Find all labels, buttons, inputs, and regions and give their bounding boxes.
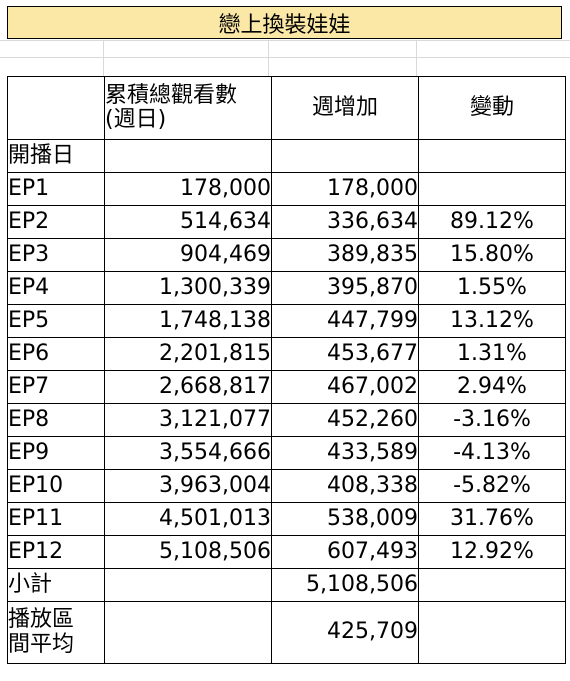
average-empty-cell[interactable]	[418, 601, 566, 664]
episode-row: EP4 1,300,339 395,870 1.55%	[7, 271, 566, 305]
change-percent-cell[interactable]: 1.55%	[418, 271, 566, 305]
episode-label-cell[interactable]: EP4	[7, 271, 105, 305]
subtotal-label-cell[interactable]: 小計	[7, 568, 105, 602]
episode-row: EP5 1,748,138 447,799 13.12%	[7, 304, 566, 338]
cumulative-views-cell[interactable]: 1,300,339	[104, 271, 272, 305]
weekly-increase-cell[interactable]: 607,493	[271, 535, 419, 569]
viewership-table: 累積總觀看數 (週日) 週增加 變動 開播日 EP1 178,000 178,000…	[7, 76, 566, 664]
episode-label-cell[interactable]: EP2	[7, 205, 105, 239]
header-cell-cumulative[interactable]: 累積總觀看數 (週日)	[104, 76, 272, 140]
change-percent-cell[interactable]: -3.16%	[418, 403, 566, 437]
weekly-increase-cell[interactable]: 433,589	[271, 436, 419, 470]
episode-row: EP2 514,634 336,634 89.12%	[7, 205, 566, 239]
header-cumulative-text: 累積總觀看數 (週日)	[105, 82, 238, 132]
episode-label-cell[interactable]: EP5	[7, 304, 105, 338]
header-cell-blank[interactable]	[7, 76, 105, 140]
weekly-increase-cell[interactable]: 178,000	[271, 172, 419, 206]
weekly-increase-cell[interactable]: 453,677	[271, 337, 419, 371]
weekly-increase-cell[interactable]: 452,260	[271, 403, 419, 437]
episode-label-cell[interactable]: EP3	[7, 238, 105, 272]
premiere-empty-cell[interactable]	[271, 139, 419, 173]
episode-row: EP1 178,000 178,000	[7, 172, 566, 206]
average-empty-cell[interactable]	[104, 601, 272, 664]
change-percent-cell[interactable]: 2.94%	[418, 370, 566, 404]
average-label-text: 播放區 間平均	[8, 607, 75, 657]
average-value-cell[interactable]: 425,709	[271, 601, 419, 664]
subtotal-empty-cell[interactable]	[104, 568, 272, 602]
episode-label-cell[interactable]: EP9	[7, 436, 105, 470]
weekly-increase-cell[interactable]: 395,870	[271, 271, 419, 305]
episode-label-cell[interactable]: EP10	[7, 469, 105, 503]
cumulative-views-cell[interactable]: 5,108,506	[104, 535, 272, 569]
episode-row: EP10 3,963,004 408,338 -5.82%	[7, 469, 566, 503]
episode-label-cell[interactable]: EP7	[7, 370, 105, 404]
change-percent-cell[interactable]: 1.31%	[418, 337, 566, 371]
change-percent-cell[interactable]: -4.13%	[418, 436, 566, 470]
episode-row: EP9 3,554,666 433,589 -4.13%	[7, 436, 566, 470]
cumulative-views-cell[interactable]: 2,201,815	[104, 337, 272, 371]
change-percent-cell[interactable]: 13.12%	[418, 304, 566, 338]
episode-label-cell[interactable]: EP1	[7, 172, 105, 206]
cumulative-views-cell[interactable]: 3,121,077	[104, 403, 272, 437]
premiere-row: 開播日	[7, 139, 566, 173]
premiere-empty-cell[interactable]	[418, 139, 566, 173]
episode-row: EP8 3,121,077 452,260 -3.16%	[7, 403, 566, 437]
average-label-cell[interactable]: 播放區 間平均	[7, 601, 105, 664]
average-row: 播放區 間平均 425,709	[7, 601, 566, 664]
episode-label-cell[interactable]: EP11	[7, 502, 105, 536]
sheet-title-text: 戀上換裝娃娃	[218, 12, 351, 38]
header-row: 累積總觀看數 (週日) 週增加 變動	[7, 76, 566, 140]
subtotal-value-cell[interactable]: 5,108,506	[271, 568, 419, 602]
cumulative-views-cell[interactable]: 178,000	[104, 172, 272, 206]
header-change-text: 變動	[469, 94, 514, 120]
change-percent-cell[interactable]: 89.12%	[418, 205, 566, 239]
episode-row: EP7 2,668,817 467,002 2.94%	[7, 370, 566, 404]
episode-label-cell[interactable]: EP12	[7, 535, 105, 569]
subtotal-row: 小計 5,108,506	[7, 568, 566, 602]
sheet-title[interactable]: 戀上換裝娃娃	[7, 6, 562, 39]
cumulative-views-cell[interactable]: 2,668,817	[104, 370, 272, 404]
episode-row: EP12 5,108,506 607,493 12.92%	[7, 535, 566, 569]
episode-row: EP6 2,201,815 453,677 1.31%	[7, 337, 566, 371]
weekly-increase-cell[interactable]: 467,002	[271, 370, 419, 404]
cumulative-views-cell[interactable]: 4,501,013	[104, 502, 272, 536]
weekly-increase-cell[interactable]: 447,799	[271, 304, 419, 338]
header-weekly-text: 週增加	[311, 94, 378, 120]
weekly-increase-cell[interactable]: 538,009	[271, 502, 419, 536]
cumulative-views-cell[interactable]: 514,634	[104, 205, 272, 239]
cumulative-views-cell[interactable]: 3,554,666	[104, 436, 272, 470]
change-percent-cell[interactable]: 15.80%	[418, 238, 566, 272]
episode-label-cell[interactable]: EP6	[7, 337, 105, 371]
header-cell-weekly[interactable]: 週增加	[271, 76, 419, 140]
header-cell-change[interactable]: 變動	[418, 76, 566, 140]
change-percent-cell[interactable]: 31.76%	[418, 502, 566, 536]
subtotal-empty-cell[interactable]	[418, 568, 566, 602]
premiere-empty-cell[interactable]	[104, 139, 272, 173]
cumulative-views-cell[interactable]: 1,748,138	[104, 304, 272, 338]
weekly-increase-cell[interactable]: 336,634	[271, 205, 419, 239]
episode-row: EP11 4,501,013 538,009 31.76%	[7, 502, 566, 536]
change-percent-cell[interactable]: 12.92%	[418, 535, 566, 569]
premiere-label-cell[interactable]: 開播日	[7, 139, 105, 173]
weekly-increase-cell[interactable]: 408,338	[271, 469, 419, 503]
cumulative-views-cell[interactable]: 3,963,004	[104, 469, 272, 503]
weekly-increase-cell[interactable]: 389,835	[271, 238, 419, 272]
cumulative-views-cell[interactable]: 904,469	[104, 238, 272, 272]
change-percent-cell[interactable]	[418, 172, 566, 206]
change-percent-cell[interactable]: -5.82%	[418, 469, 566, 503]
episode-label-cell[interactable]: EP8	[7, 403, 105, 437]
episode-row: EP3 904,469 389,835 15.80%	[7, 238, 566, 272]
